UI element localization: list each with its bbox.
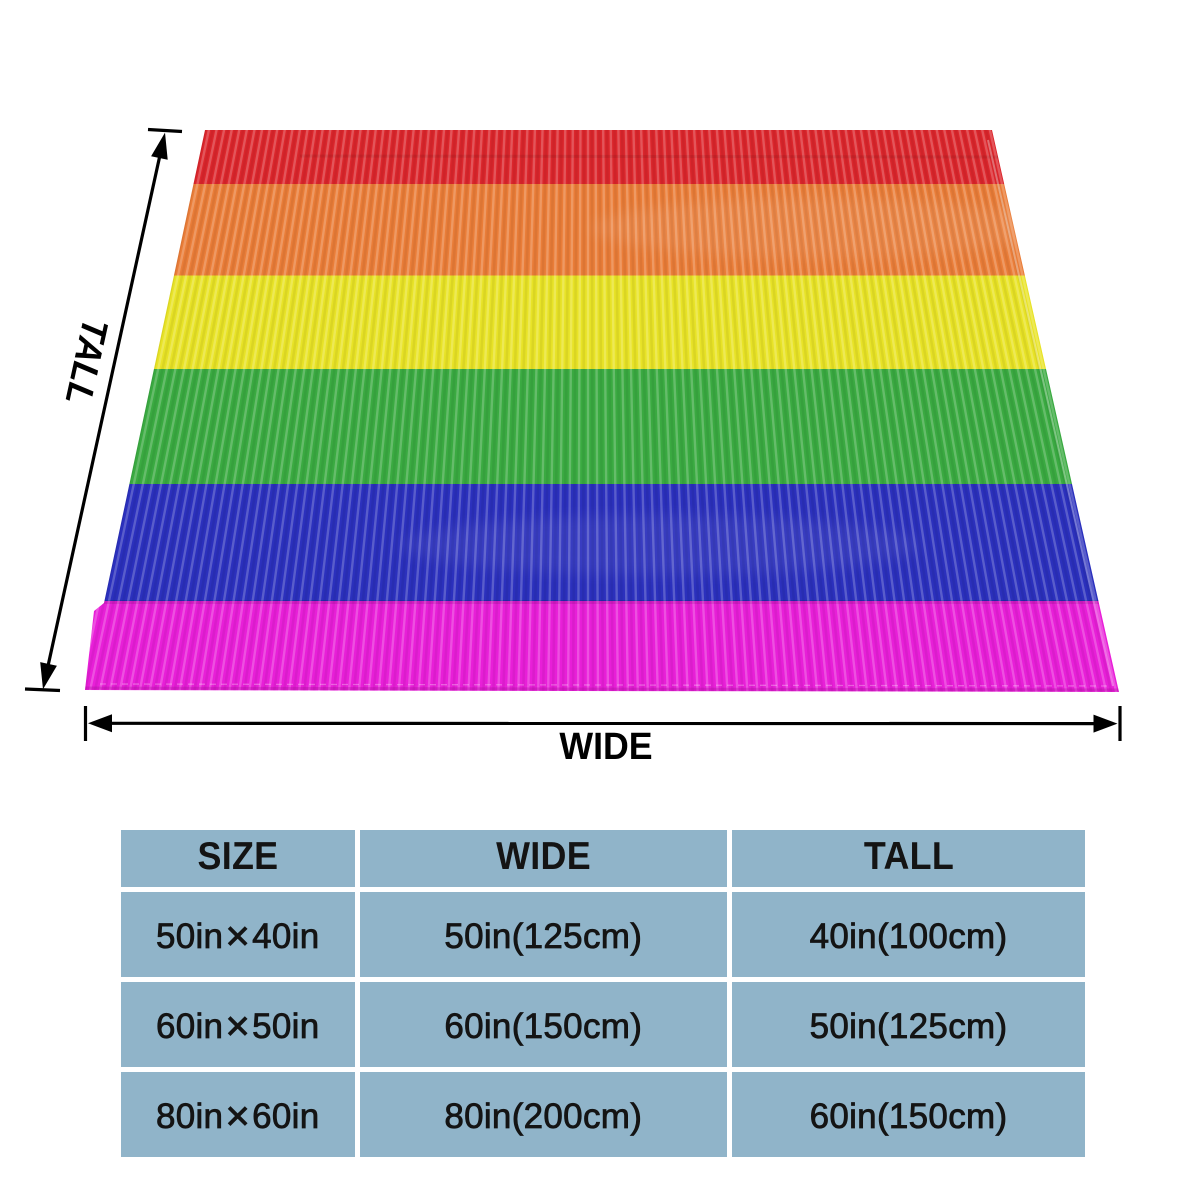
svg-text:WIDE: WIDE [559,725,652,767]
